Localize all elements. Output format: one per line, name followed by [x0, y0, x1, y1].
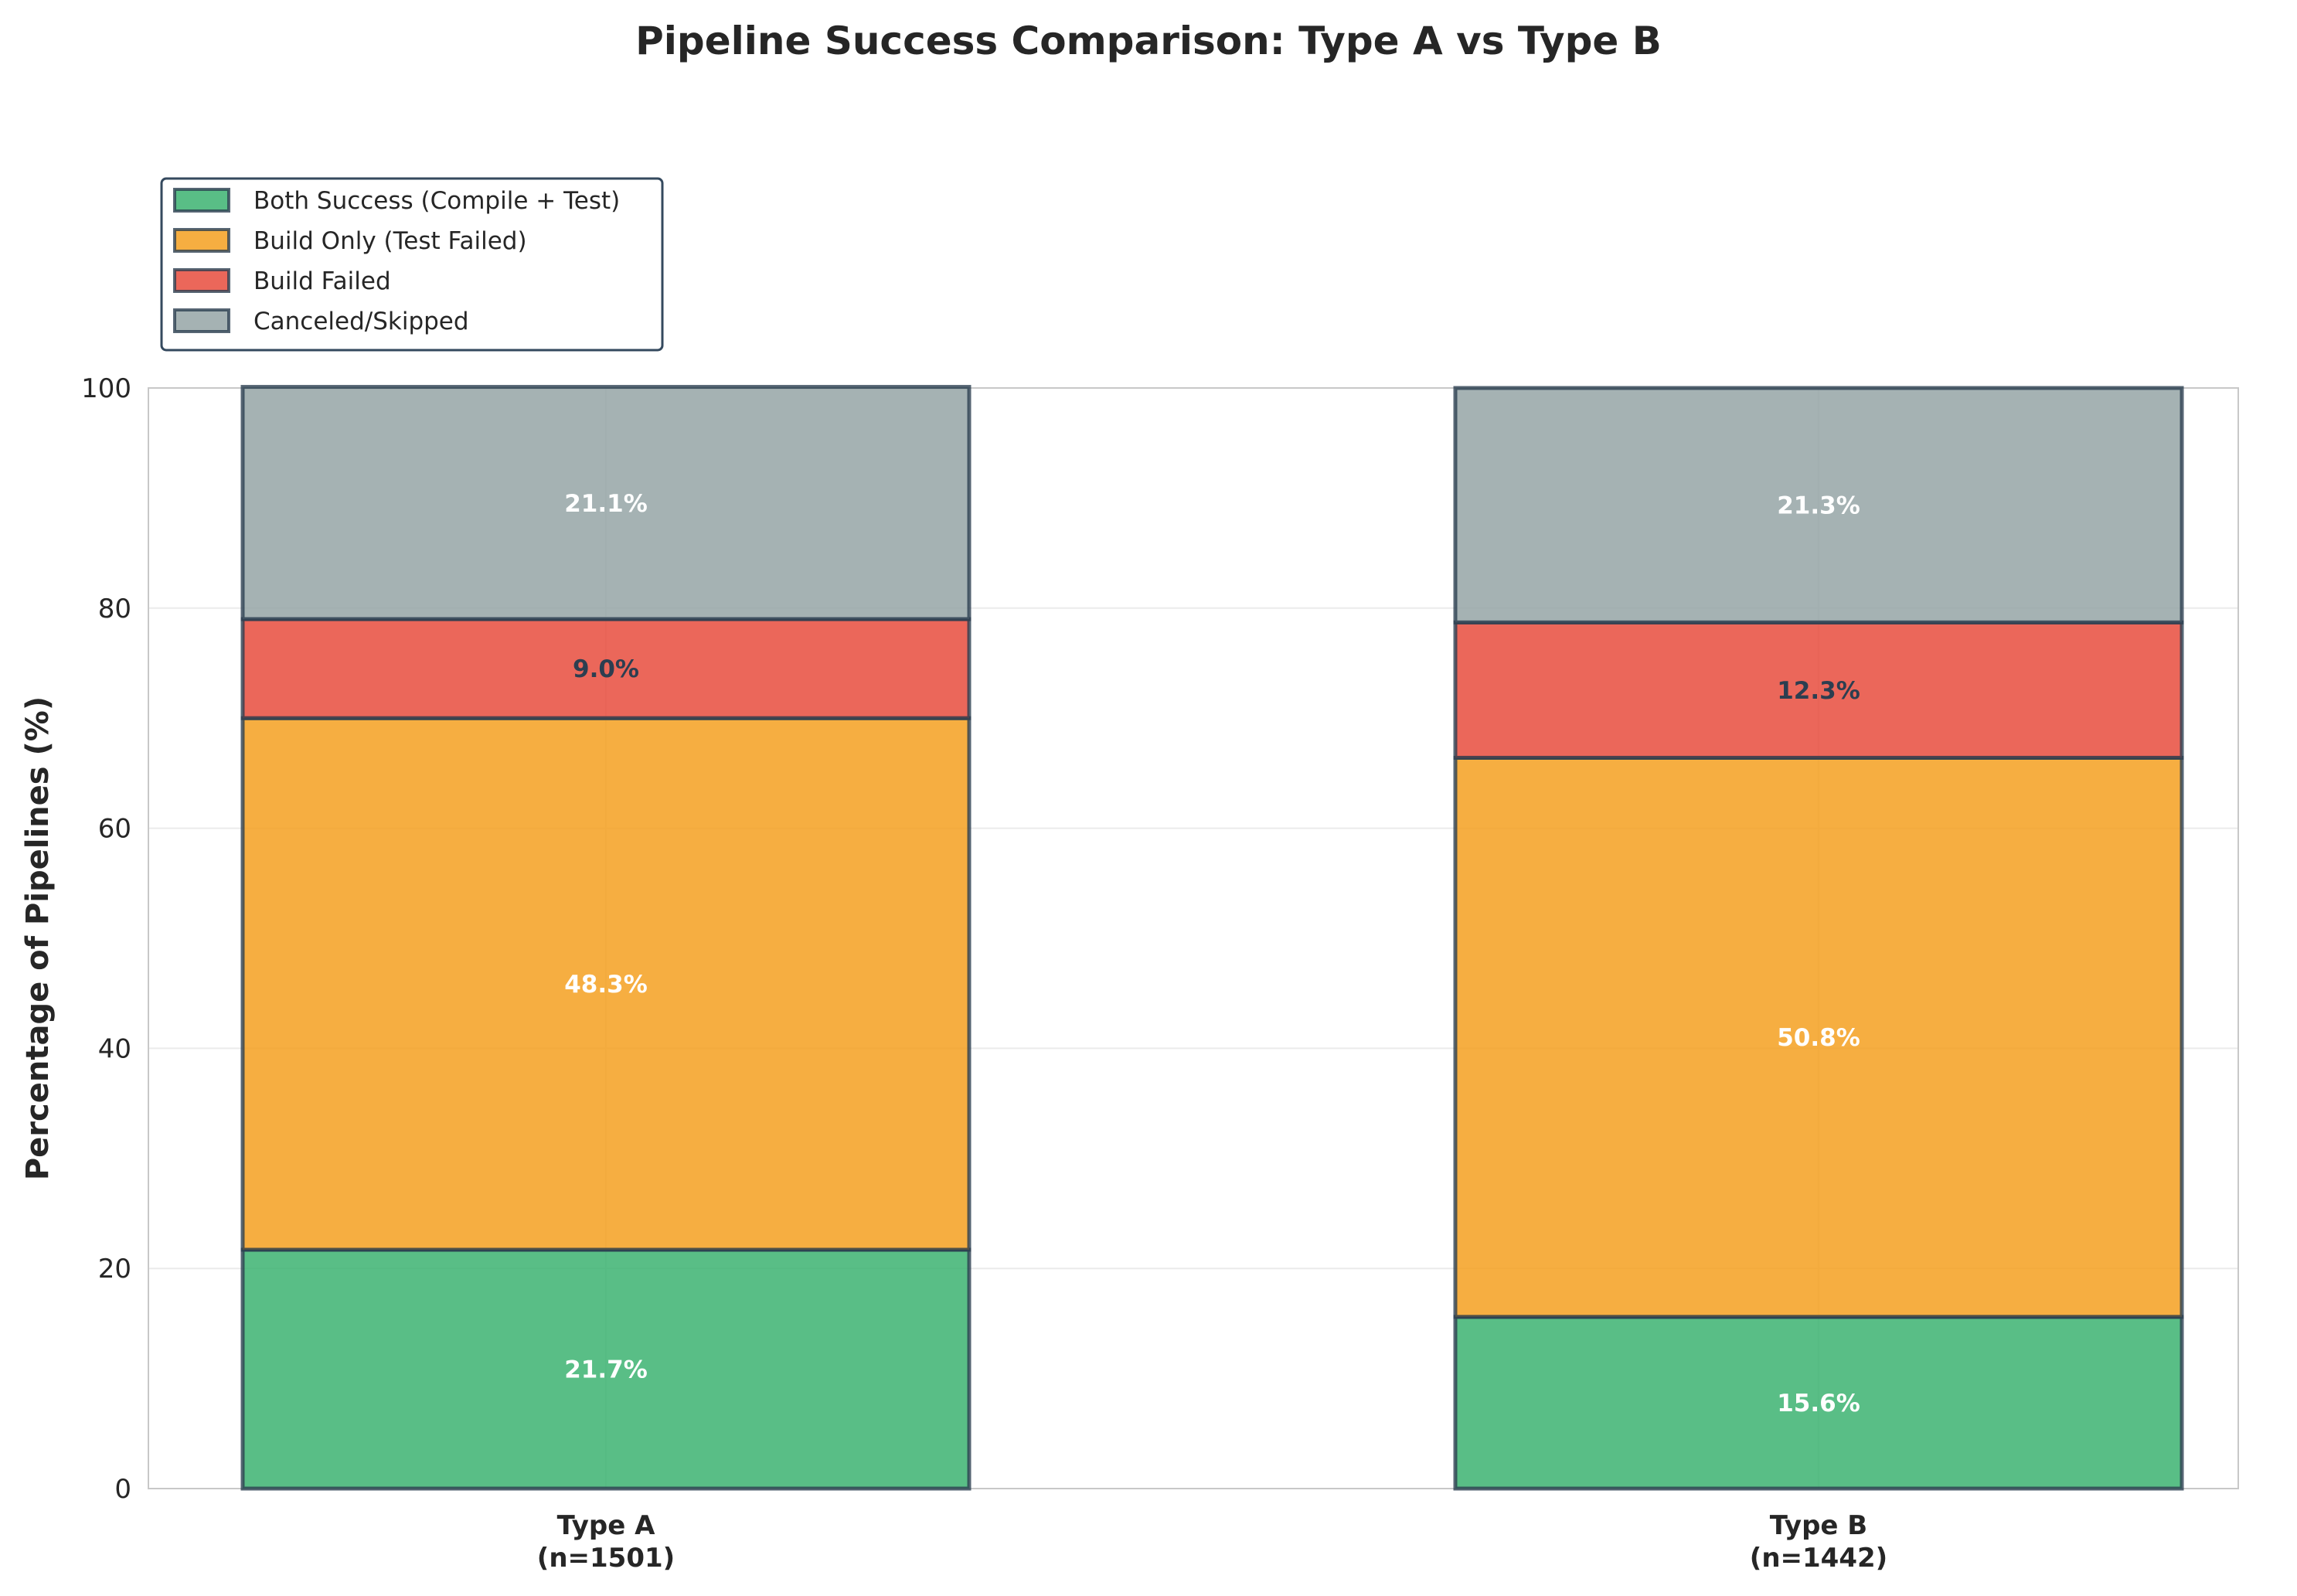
x-category-labels: Type A (n=1501) Type B (n=1442) — [537, 1510, 1887, 1574]
x-category-label: Type B (n=1442) — [1750, 1510, 1887, 1574]
bar-segment — [240, 385, 972, 621]
data-label: 9.0% — [573, 655, 639, 683]
y-tick-label: 40 — [98, 1033, 131, 1064]
bar-segment — [1453, 755, 2184, 1319]
y-axis-label: Percentage of Pipelines (%) — [20, 696, 56, 1180]
chart-title: Pipeline Success Comparison: Type A vs T… — [635, 19, 1662, 63]
bar-segment — [1453, 386, 2184, 624]
y-tick-label: 100 — [81, 373, 131, 404]
y-tick-label: 20 — [98, 1254, 131, 1285]
bar-segment — [240, 1247, 972, 1491]
data-label: 48.3% — [564, 971, 648, 999]
legend-entry: Build Only (Test Failed) — [254, 227, 527, 255]
bars-group: 21.7% 48.3% 9.0% 21.1% 15.6% 50.8% 12.3% 21.3% — [240, 385, 2184, 1491]
legend-swatch — [173, 228, 230, 253]
legend-entry: Both Success (Compile + Test) — [254, 187, 620, 215]
legend-swatch — [173, 268, 230, 293]
data-label: 21.7% — [564, 1356, 648, 1383]
y-tick-label: 60 — [98, 814, 131, 845]
legend: Both Success (Compile + Test) Build Only … — [160, 177, 664, 352]
data-label: 21.1% — [564, 490, 648, 518]
data-label: 12.3% — [1777, 677, 1860, 705]
legend-entry: Build Failed — [254, 267, 391, 295]
y-tick-label: 80 — [98, 594, 131, 624]
legend-entry: Canceled/Skipped — [254, 308, 469, 335]
x-category-label: Type A (n=1501) — [537, 1510, 675, 1574]
legend-swatch — [173, 188, 230, 213]
y-tick-label: 0 — [114, 1474, 131, 1505]
data-label: 21.3% — [1777, 492, 1860, 520]
bar-segment — [1453, 620, 2184, 760]
legend-box — [160, 177, 664, 352]
data-label: 15.6% — [1777, 1390, 1860, 1417]
data-label: 50.8% — [1777, 1024, 1860, 1052]
y-tick-labels: 0 20 40 60 80 100 — [81, 373, 131, 1505]
legend-swatch — [173, 308, 230, 333]
plot-area-frame — [148, 387, 2239, 1489]
